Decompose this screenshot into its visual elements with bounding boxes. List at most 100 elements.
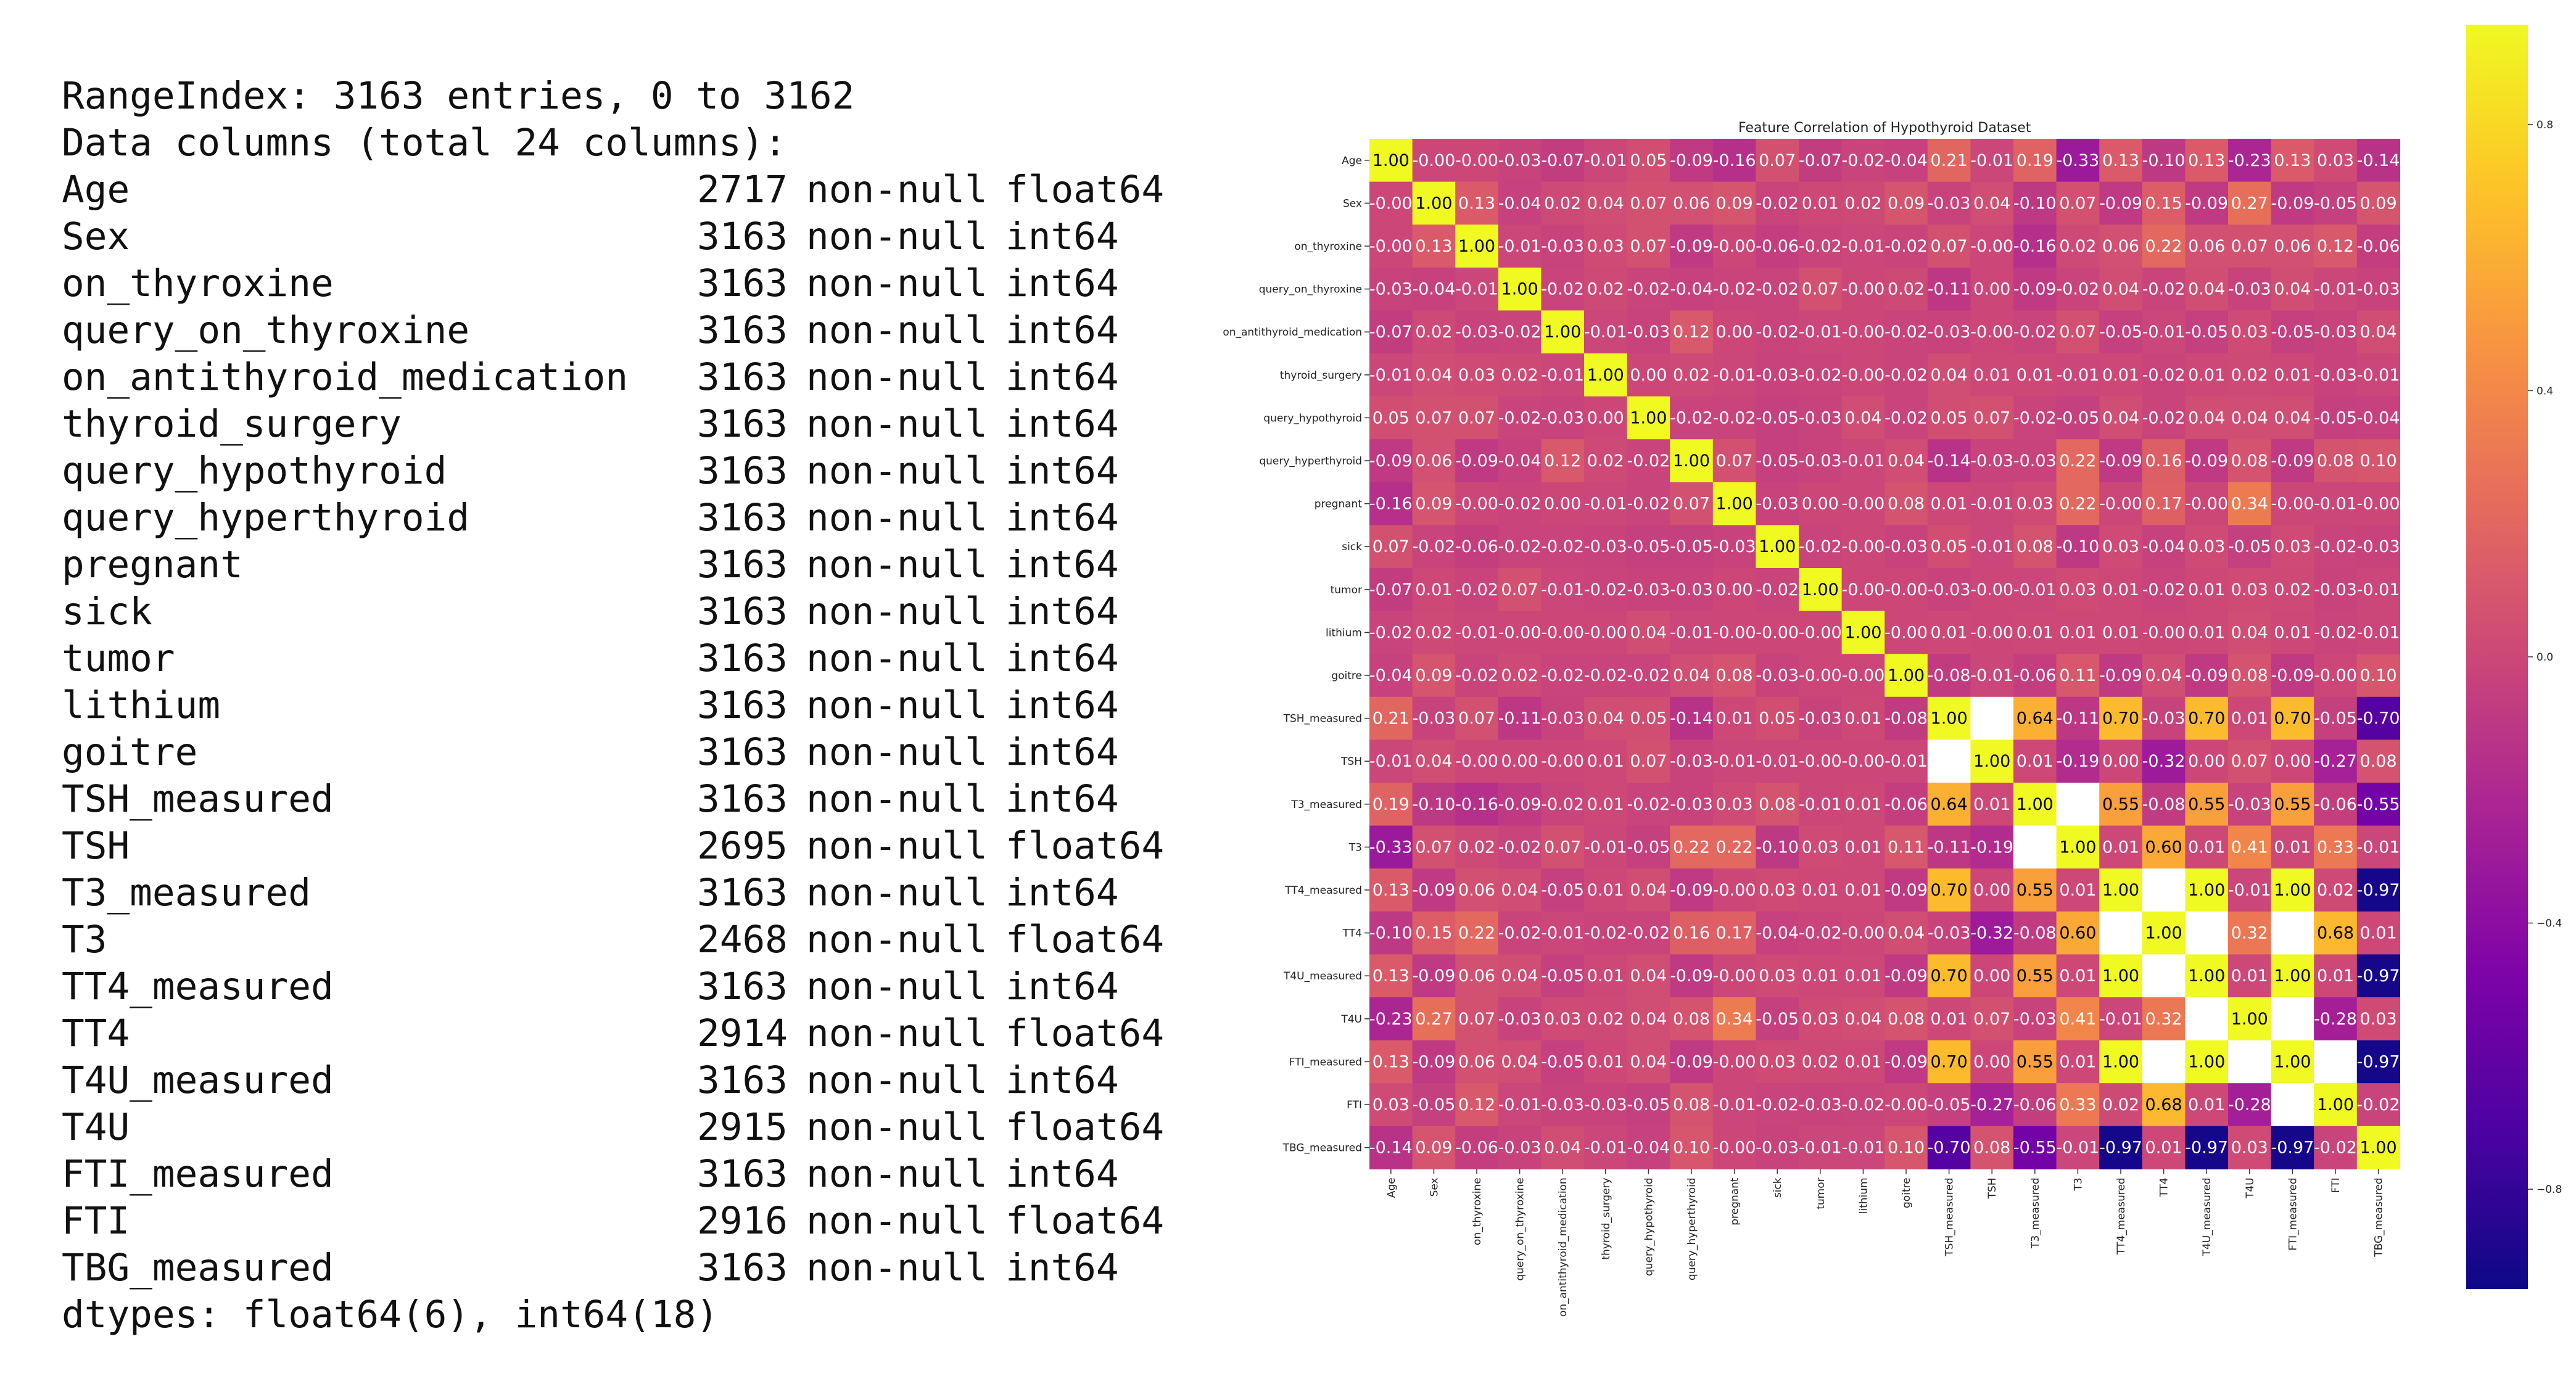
cell-value-label: -0.09 bbox=[2271, 451, 2314, 471]
heatmap-cell bbox=[1369, 225, 1413, 268]
non-null-label: non-null bbox=[806, 1246, 988, 1290]
cell-value-label: 0.02 bbox=[2231, 366, 2268, 385]
cell-value-label: 0.03 bbox=[2188, 537, 2225, 556]
heatmap-cell bbox=[1970, 396, 2014, 440]
cell-value-label: 0.21 bbox=[1931, 151, 1968, 170]
heatmap-cell bbox=[2056, 525, 2100, 569]
cell-value-label: 0.08 bbox=[1673, 1095, 1710, 1114]
cell-value-label: 0.07 bbox=[1458, 1010, 1495, 1029]
heatmap-cell bbox=[1756, 353, 1799, 397]
heatmap-cell bbox=[2228, 611, 2272, 654]
cell-value-label: -0.10 bbox=[2142, 151, 2186, 170]
heatmap-cell bbox=[1799, 783, 1843, 826]
heatmap-cell bbox=[1841, 525, 1885, 569]
heatmap-cell bbox=[1970, 1126, 2014, 1169]
cell-value-label: -0.01 bbox=[2056, 1139, 2099, 1158]
cell-value-label: -0.33 bbox=[1369, 838, 1413, 857]
cell-value-label: -0.03 bbox=[1928, 323, 1971, 342]
heatmap-cell bbox=[1455, 482, 1499, 525]
heatmap-cell bbox=[1541, 139, 1585, 183]
heatmap-cell bbox=[1885, 482, 1928, 525]
heatmap-cell bbox=[1541, 396, 1585, 440]
non-null-count: 3163 bbox=[697, 355, 788, 399]
cell-value-label: -0.08 bbox=[2142, 795, 2186, 814]
cell-value-label: -0.04 bbox=[1369, 666, 1413, 685]
colorbar-tick-label: 0.8 bbox=[2537, 119, 2553, 131]
heatmap-cell bbox=[2228, 139, 2272, 183]
cell-value-label: -0.00 bbox=[1455, 752, 1498, 771]
heatmap-cell bbox=[1799, 525, 1843, 569]
non-null-count: 3163 bbox=[697, 965, 788, 1008]
column-dtype: float64 bbox=[1005, 1011, 1165, 1055]
cell-value-label: 0.04 bbox=[1501, 1052, 1538, 1071]
cell-value-label: -0.02 bbox=[1498, 537, 1542, 556]
column-name: T3 bbox=[62, 918, 107, 962]
cell-value-label: -0.01 bbox=[1841, 1139, 1885, 1158]
heatmap-cell bbox=[2013, 353, 2057, 397]
heatmap-cell bbox=[2356, 654, 2400, 698]
cell-value-label: 0.04 bbox=[1844, 1010, 1881, 1029]
cell-value-label: 0.60 bbox=[2059, 924, 2096, 943]
heatmap-cell bbox=[1627, 954, 1670, 998]
cell-value-label: 0.55 bbox=[2274, 795, 2311, 814]
heatmap-cell bbox=[1799, 396, 1843, 440]
heatmap-cell bbox=[1455, 181, 1499, 225]
heatmap-cell bbox=[1885, 696, 1928, 740]
heatmap-cell bbox=[1412, 997, 1456, 1041]
non-null-label: non-null bbox=[806, 683, 988, 727]
heatmap-cell bbox=[2314, 1083, 2358, 1127]
heatmap-cell bbox=[2185, 267, 2229, 311]
heatmap-cell bbox=[1841, 568, 1885, 612]
heatmap-cell bbox=[1498, 267, 1542, 311]
heatmap-cell bbox=[1541, 181, 1585, 225]
heatmap-cell bbox=[1627, 1083, 1670, 1127]
heatmap-cell bbox=[1841, 1083, 1885, 1127]
heatmap-cell bbox=[1670, 396, 1714, 440]
cell-value-label: -0.06 bbox=[1885, 795, 1928, 814]
heatmap-cell bbox=[1498, 1126, 1542, 1169]
heatmap-cell bbox=[2356, 225, 2400, 268]
heatmap-cell bbox=[1799, 267, 1843, 311]
cell-value-label: 0.00 bbox=[1716, 580, 1753, 599]
column-row: TSH 2695 non-null float64 bbox=[62, 823, 1203, 870]
y-tick-label: query_hypothyroid bbox=[1263, 412, 1362, 424]
heatmap-cell bbox=[2056, 225, 2100, 268]
heatmap-cell bbox=[1455, 696, 1499, 740]
heatmap-cell bbox=[1627, 267, 1670, 311]
heatmap-cell bbox=[1584, 654, 1628, 698]
heatmap-cell bbox=[1498, 139, 1542, 183]
heatmap-cell bbox=[1498, 310, 1542, 354]
cell-value-label: -0.01 bbox=[1369, 752, 1413, 771]
heatmap-cell bbox=[1498, 525, 1542, 569]
cell-value-label: -0.00 bbox=[1799, 623, 1842, 642]
cell-value-label: 0.55 bbox=[2017, 966, 2054, 986]
cell-value-label: 0.02 bbox=[1587, 451, 1624, 471]
cell-value-label: -0.07 bbox=[1799, 151, 1842, 170]
heatmap-cell bbox=[1412, 181, 1456, 225]
x-tick-label: Age bbox=[1385, 1177, 1398, 1198]
cell-value-label: -0.10 bbox=[1756, 838, 1799, 857]
heatmap-cell bbox=[1841, 181, 1885, 225]
cell-value-label: -0.02 bbox=[2314, 623, 2357, 642]
heatmap-cell bbox=[1970, 954, 2014, 998]
heatmap-cell bbox=[1369, 696, 1413, 740]
cell-value-label: -0.05 bbox=[1670, 537, 1713, 556]
cell-value-label: 0.07 bbox=[1630, 194, 1667, 213]
heatmap-cell bbox=[2056, 783, 2100, 826]
cell-value-label: -0.09 bbox=[2185, 194, 2228, 213]
heatmap-cell bbox=[1412, 911, 1456, 955]
heatmap-cell bbox=[1756, 696, 1799, 740]
non-null-label: non-null bbox=[806, 543, 988, 587]
x-axis-tick-labels: Age Sex on_thyroxine query_on_thyroxine on_a… bbox=[1385, 1169, 2385, 1317]
heatmap-cell bbox=[2271, 568, 2314, 612]
heatmap-cell bbox=[1756, 439, 1799, 483]
heatmap-cell bbox=[1970, 696, 2014, 740]
cell-value-label: -0.00 bbox=[2099, 495, 2142, 514]
heatmap-cell bbox=[1412, 310, 1456, 354]
cell-value-label: 0.07 bbox=[2231, 237, 2268, 256]
cell-value-label: 0.13 bbox=[2188, 151, 2225, 170]
cell-value-label: -0.00 bbox=[1455, 495, 1498, 514]
heatmap-cells: 1.00 -0.00 -0.00 -0.03 -0.07 -0.01 0.05 -0.09 -0… bbox=[1369, 139, 2400, 1169]
cell-value-label: 0.04 bbox=[2360, 323, 2397, 342]
non-null-count: 3163 bbox=[697, 590, 788, 633]
